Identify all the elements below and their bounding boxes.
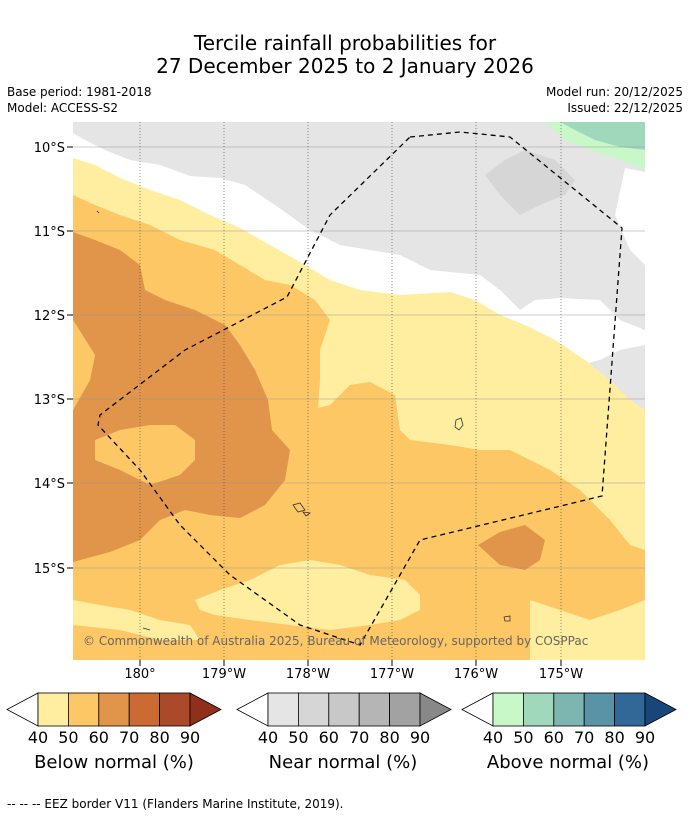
lon-label: 178°W (286, 667, 330, 682)
lat-label: 12°S (34, 309, 65, 324)
colorbar-tick-label: 70 (349, 728, 370, 747)
below-normal-50-inner (95, 425, 195, 485)
below-normal-40-south (73, 600, 200, 640)
colorbar-segment (267, 692, 299, 727)
lat-label: 14°S (34, 477, 65, 492)
lon-label: 180° (124, 667, 155, 682)
near-normal-60-patch (485, 150, 575, 215)
lat-labels: 10°S 11°S 12°S 13°S 14°S 15°S (34, 141, 65, 577)
colorbar-tick-label: 60 (88, 728, 109, 747)
colorbar-tick-label: 50 (288, 728, 309, 747)
colorbar-segment (389, 692, 421, 727)
colorbars (6, 692, 677, 727)
lat-label: 11°S (34, 225, 65, 240)
model-name: Model: ACCESS-S2 (7, 101, 119, 115)
colorbar-extend-high (644, 692, 677, 727)
island (302, 511, 312, 517)
colorbar-tick-label: 90 (634, 728, 656, 747)
eez-legend: -- -- -- EEZ border V11 (Flanders Marine… (7, 797, 344, 811)
colorbar-segment (614, 692, 646, 727)
lat-label: 10°S (34, 141, 65, 156)
colorbar-tick-label: 80 (149, 728, 170, 747)
colorbar-label-near: Near normal (%) (268, 752, 418, 773)
colorbar-segment (328, 692, 360, 727)
lat-label: 15°S (34, 562, 65, 577)
map-fields (73, 122, 645, 660)
colorbar-tick-label: 60 (318, 728, 339, 747)
copyright-text: © Commonwealth of Australia 2025, Bureau… (83, 634, 588, 648)
colorbar-extend-high (189, 692, 222, 727)
colorbar-tick-label: 80 (604, 728, 625, 747)
colorbar-tick-label: 70 (119, 728, 140, 747)
below-normal-40-inner (195, 560, 420, 630)
title-line-1: Tercile rainfall probabilities for (193, 31, 497, 55)
island (292, 502, 306, 513)
graticule (73, 122, 645, 660)
above-normal-50-region (560, 122, 645, 150)
island (142, 627, 151, 631)
colorbar-segment (68, 692, 100, 727)
colorbar-tick-label: 50 (58, 728, 79, 747)
issued-date: Issued: 22/12/2025 (567, 101, 683, 115)
island (454, 417, 464, 431)
colorbar-tick-label: 40 (257, 728, 279, 747)
island (96, 210, 100, 214)
below-normal-60-patch (478, 525, 545, 570)
colorbar-extend-low (461, 692, 494, 727)
colorbar-segment (492, 692, 524, 727)
colorbar-tick-label: 90 (179, 728, 201, 747)
lat-label: 13°S (34, 393, 65, 408)
below-normal-60-region (73, 232, 290, 562)
colorbar-tick-label: 70 (574, 728, 595, 747)
colorbar-extend-high (419, 692, 452, 727)
colorbar-segment (358, 692, 391, 727)
colorbar-tick-label: 80 (379, 728, 400, 747)
lon-label: 177°W (370, 667, 414, 682)
near-normal-isle (303, 172, 312, 185)
eez-border (97, 131, 623, 646)
colorbar-extend-low (6, 692, 39, 727)
colorbar-segment (128, 692, 160, 727)
axis-ticks (67, 146, 562, 666)
colorbar-extend-low (236, 692, 269, 727)
colorbar-label-below: Below normal (%) (34, 752, 194, 773)
below-normal-40-east (530, 600, 645, 660)
lon-labels: 180° 179°W 178°W 177°W 176°W 175°W (124, 667, 583, 682)
base-period: Base period: 1981-2018 (7, 85, 152, 99)
colorbar-segment (297, 692, 330, 727)
island (503, 615, 511, 622)
model-run: Model run: 20/12/2025 (545, 85, 683, 99)
colorbar-tick-label: 40 (482, 728, 504, 747)
colorbar-tick-label: 60 (543, 728, 564, 747)
colorbar-segment (159, 692, 191, 727)
lon-label: 176°W (454, 667, 498, 682)
colorbar-segment (98, 692, 130, 727)
colorbar-segment (583, 692, 616, 727)
colorbar-segment (37, 692, 69, 727)
lon-label: 175°W (539, 667, 583, 682)
below-normal-50-west (73, 320, 95, 410)
title-line-2: 27 December 2025 to 2 January 2026 (156, 54, 534, 78)
colorbar-segment (523, 692, 555, 727)
colorbar-label-above: Above normal (%) (486, 752, 650, 773)
colorbar-segment (553, 692, 585, 727)
lon-label: 179°W (202, 667, 246, 682)
colorbar-tick-label: 90 (409, 728, 431, 747)
colorbar-tick-label: 50 (513, 728, 534, 747)
colorbar-tick-label: 40 (27, 728, 49, 747)
